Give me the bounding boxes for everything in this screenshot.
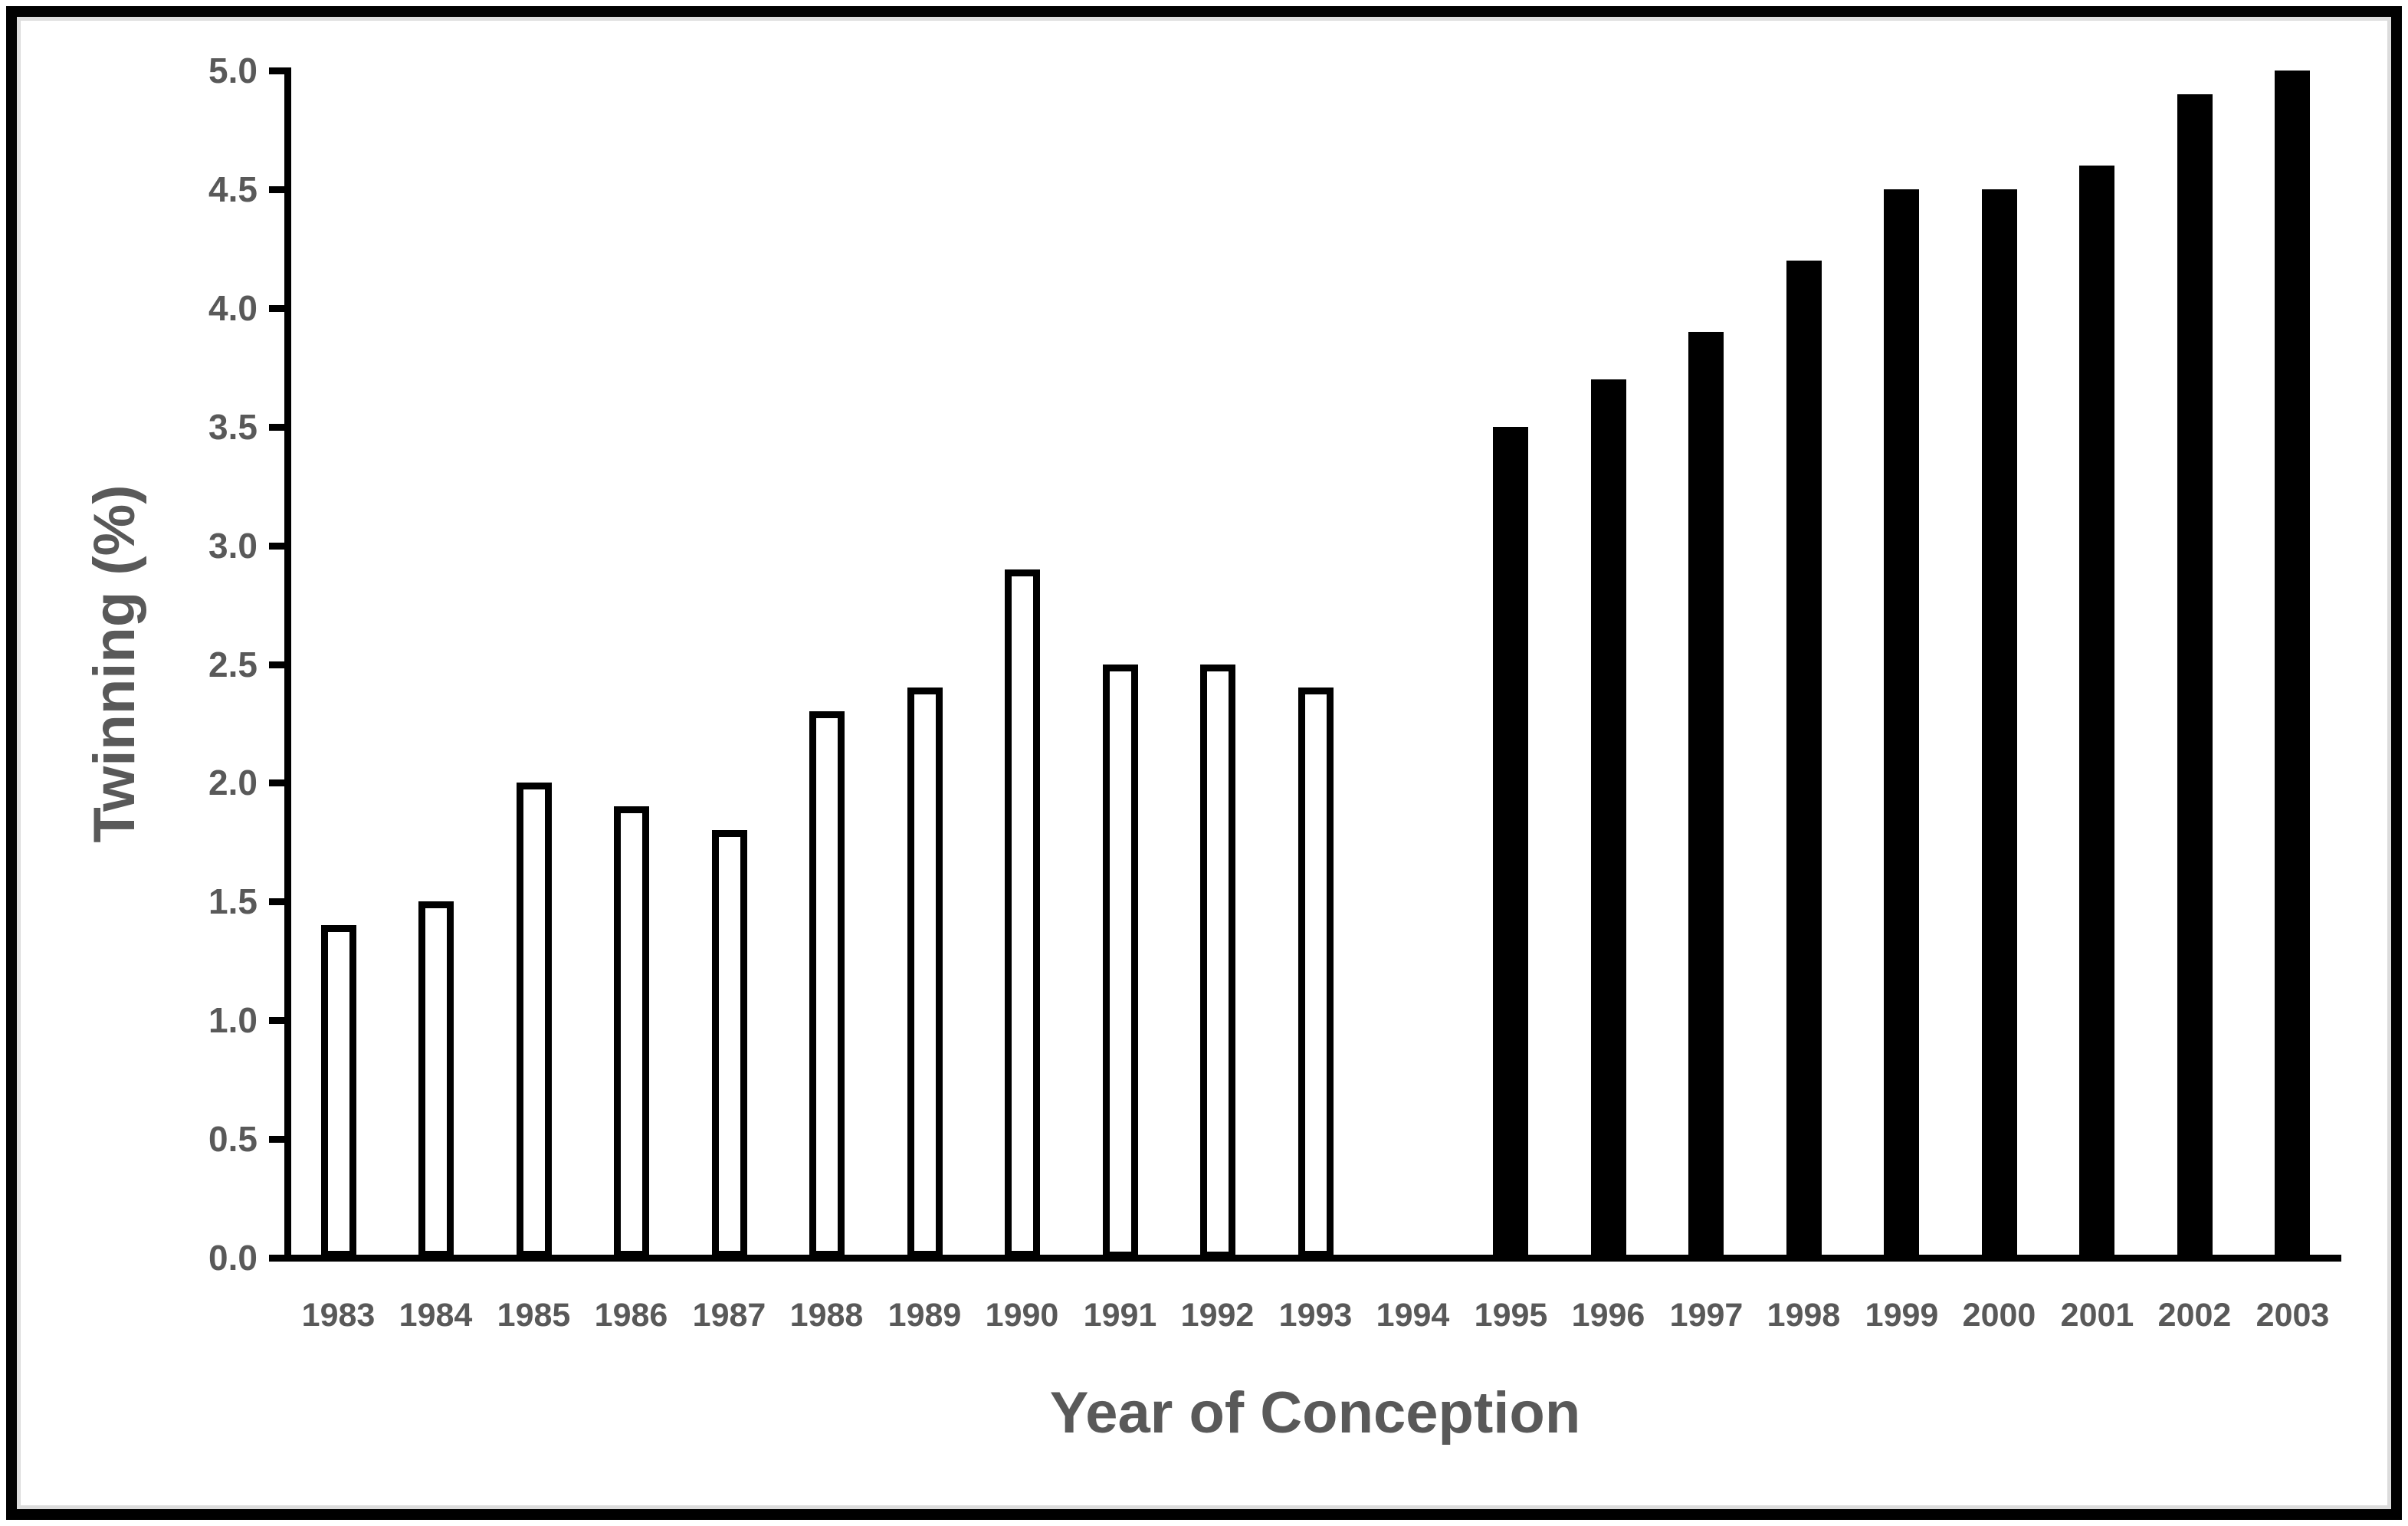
x-axis-title: Year of Conception — [1049, 1380, 1581, 1446]
y-tick-1.5 — [269, 898, 291, 906]
x-label-1991: 1991 — [1083, 1297, 1157, 1334]
y-tick-2.5 — [269, 661, 291, 668]
x-label-1998: 1998 — [1767, 1297, 1841, 1334]
y-tick-label-5.0: 5.0 — [208, 51, 258, 90]
x-label-1984: 1984 — [399, 1297, 473, 1334]
y-axis-title: Twinning (%) — [82, 484, 147, 843]
bar-2003 — [2275, 71, 2310, 1258]
bar-1997 — [1688, 332, 1724, 1258]
y-tick-label-1.5: 1.5 — [208, 881, 258, 922]
y-tick-3.5 — [269, 423, 291, 431]
bar-1984 — [418, 901, 454, 1258]
x-label-1987: 1987 — [692, 1297, 766, 1334]
bar-1988 — [809, 711, 845, 1258]
x-label-1989: 1989 — [887, 1297, 962, 1334]
x-label-2001: 2001 — [2060, 1297, 2134, 1334]
y-tick-4.0 — [269, 304, 291, 312]
x-label-2003: 2003 — [2255, 1297, 2330, 1334]
y-tick-5.0 — [269, 67, 291, 74]
bar-1986 — [614, 806, 649, 1258]
bar-2002 — [2177, 94, 2213, 1258]
y-tick-2.0 — [269, 779, 291, 787]
bar-1996 — [1591, 379, 1626, 1258]
x-label-1986: 1986 — [594, 1297, 668, 1334]
y-tick-label-0.0: 0.0 — [208, 1238, 258, 1278]
y-tick-label-2.0: 2.0 — [208, 763, 258, 803]
x-label-1995: 1995 — [1474, 1297, 1548, 1334]
bar-1990 — [1005, 569, 1040, 1258]
x-axis-line — [272, 1255, 2341, 1262]
bar-1999 — [1884, 189, 1919, 1258]
x-label-1997: 1997 — [1669, 1297, 1744, 1334]
bar-1989 — [907, 688, 943, 1258]
y-tick-0.5 — [269, 1136, 291, 1144]
x-label-1983: 1983 — [301, 1297, 376, 1334]
y-tick-4.5 — [269, 185, 291, 193]
y-tick-label-4.5: 4.5 — [208, 169, 258, 209]
x-label-1993: 1993 — [1278, 1297, 1353, 1334]
x-label-1988: 1988 — [789, 1297, 864, 1334]
bar-1987 — [712, 830, 747, 1258]
x-label-1992: 1992 — [1180, 1297, 1255, 1334]
x-label-1994: 1994 — [1376, 1297, 1450, 1334]
y-tick-label-2.5: 2.5 — [208, 644, 258, 684]
bar-1991 — [1103, 665, 1138, 1259]
x-label-1996: 1996 — [1571, 1297, 1645, 1334]
x-label-1985: 1985 — [497, 1297, 571, 1334]
bar-1983 — [321, 925, 356, 1258]
bar-2000 — [1982, 189, 2017, 1258]
x-label-2000: 2000 — [1962, 1297, 2036, 1334]
y-tick-0.0 — [269, 1255, 291, 1262]
y-tick-label-0.5: 0.5 — [208, 1119, 258, 1160]
x-label-2002: 2002 — [2157, 1297, 2232, 1334]
y-tick-label-4.0: 4.0 — [208, 287, 258, 328]
x-label-1990: 1990 — [985, 1297, 1059, 1334]
y-tick-label-3.0: 3.0 — [208, 525, 258, 566]
x-label-1999: 1999 — [1865, 1297, 1939, 1334]
bar-2001 — [2079, 166, 2114, 1258]
bar-1998 — [1786, 261, 1822, 1258]
bar-1995 — [1493, 427, 1528, 1258]
y-tick-3.0 — [269, 542, 291, 550]
y-tick-label-3.5: 3.5 — [208, 406, 258, 447]
y-tick-label-1.0: 1.0 — [208, 1000, 258, 1041]
bar-1985 — [517, 783, 552, 1258]
bar-1992 — [1200, 665, 1235, 1259]
y-tick-1.0 — [269, 1017, 291, 1025]
bar-1993 — [1298, 688, 1334, 1258]
